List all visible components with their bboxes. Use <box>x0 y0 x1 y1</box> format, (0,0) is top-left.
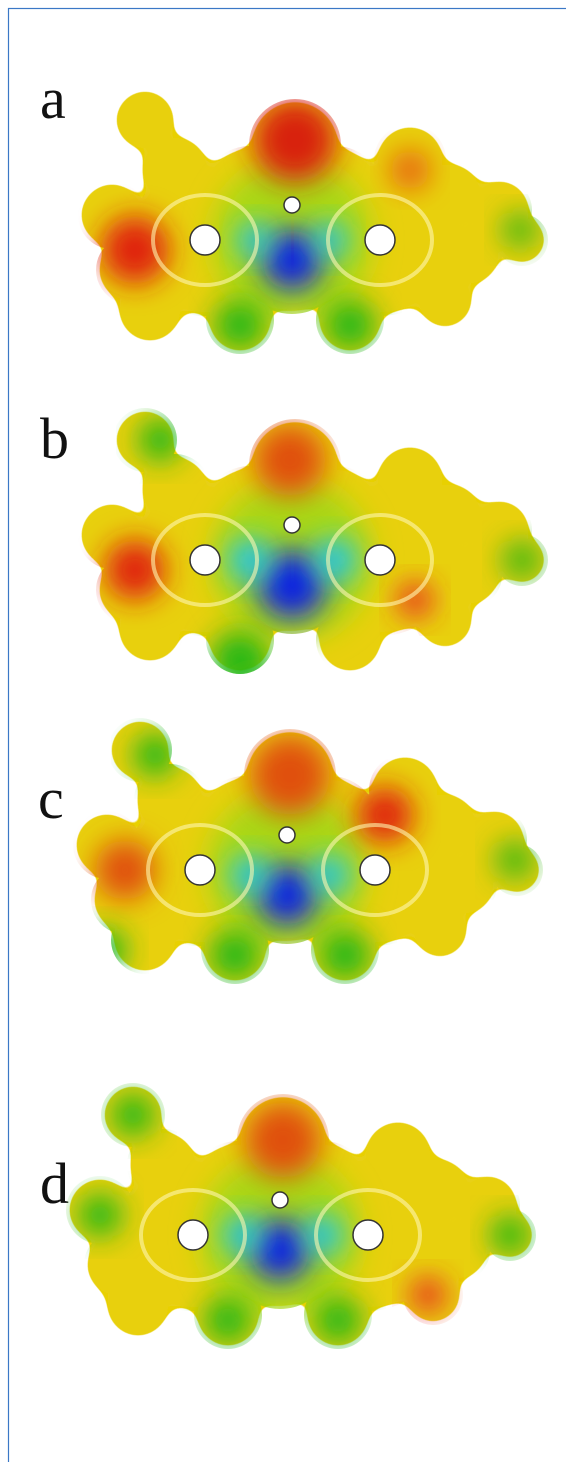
panel-label: d <box>40 1151 69 1216</box>
surface-hole <box>190 545 220 575</box>
molecule-surface <box>82 412 544 726</box>
panel-label: b <box>40 406 69 471</box>
surface-hole <box>272 1192 288 1208</box>
panel-label: a <box>40 66 66 131</box>
surface-hole <box>365 545 395 575</box>
surface-hole <box>185 855 215 885</box>
surface-hole <box>353 1220 383 1250</box>
surface-hole <box>190 225 220 255</box>
surface-hole <box>360 855 390 885</box>
molecule-surface <box>82 92 544 351</box>
surface-hole <box>284 517 300 533</box>
surface-hole <box>284 197 300 213</box>
molecule-surface <box>70 1087 532 1345</box>
surface-hole <box>279 827 295 843</box>
molecule-surface <box>77 722 539 981</box>
panel-label: c <box>38 766 64 831</box>
surface-hole <box>178 1220 208 1250</box>
figure: a b c d <box>0 0 566 1462</box>
surface-hole <box>365 225 395 255</box>
